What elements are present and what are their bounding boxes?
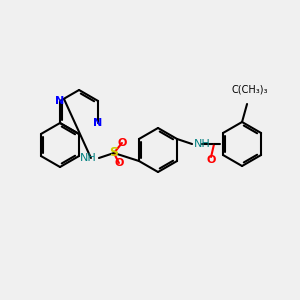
Text: N: N	[94, 118, 103, 128]
Text: O: O	[114, 158, 124, 168]
Text: N: N	[56, 96, 64, 106]
Text: C(CH₃)₃: C(CH₃)₃	[232, 84, 268, 94]
Text: NH: NH	[80, 153, 97, 163]
Text: NH: NH	[194, 139, 211, 149]
Text: O: O	[117, 138, 127, 148]
Text: S: S	[110, 146, 118, 160]
Text: O: O	[206, 155, 216, 165]
